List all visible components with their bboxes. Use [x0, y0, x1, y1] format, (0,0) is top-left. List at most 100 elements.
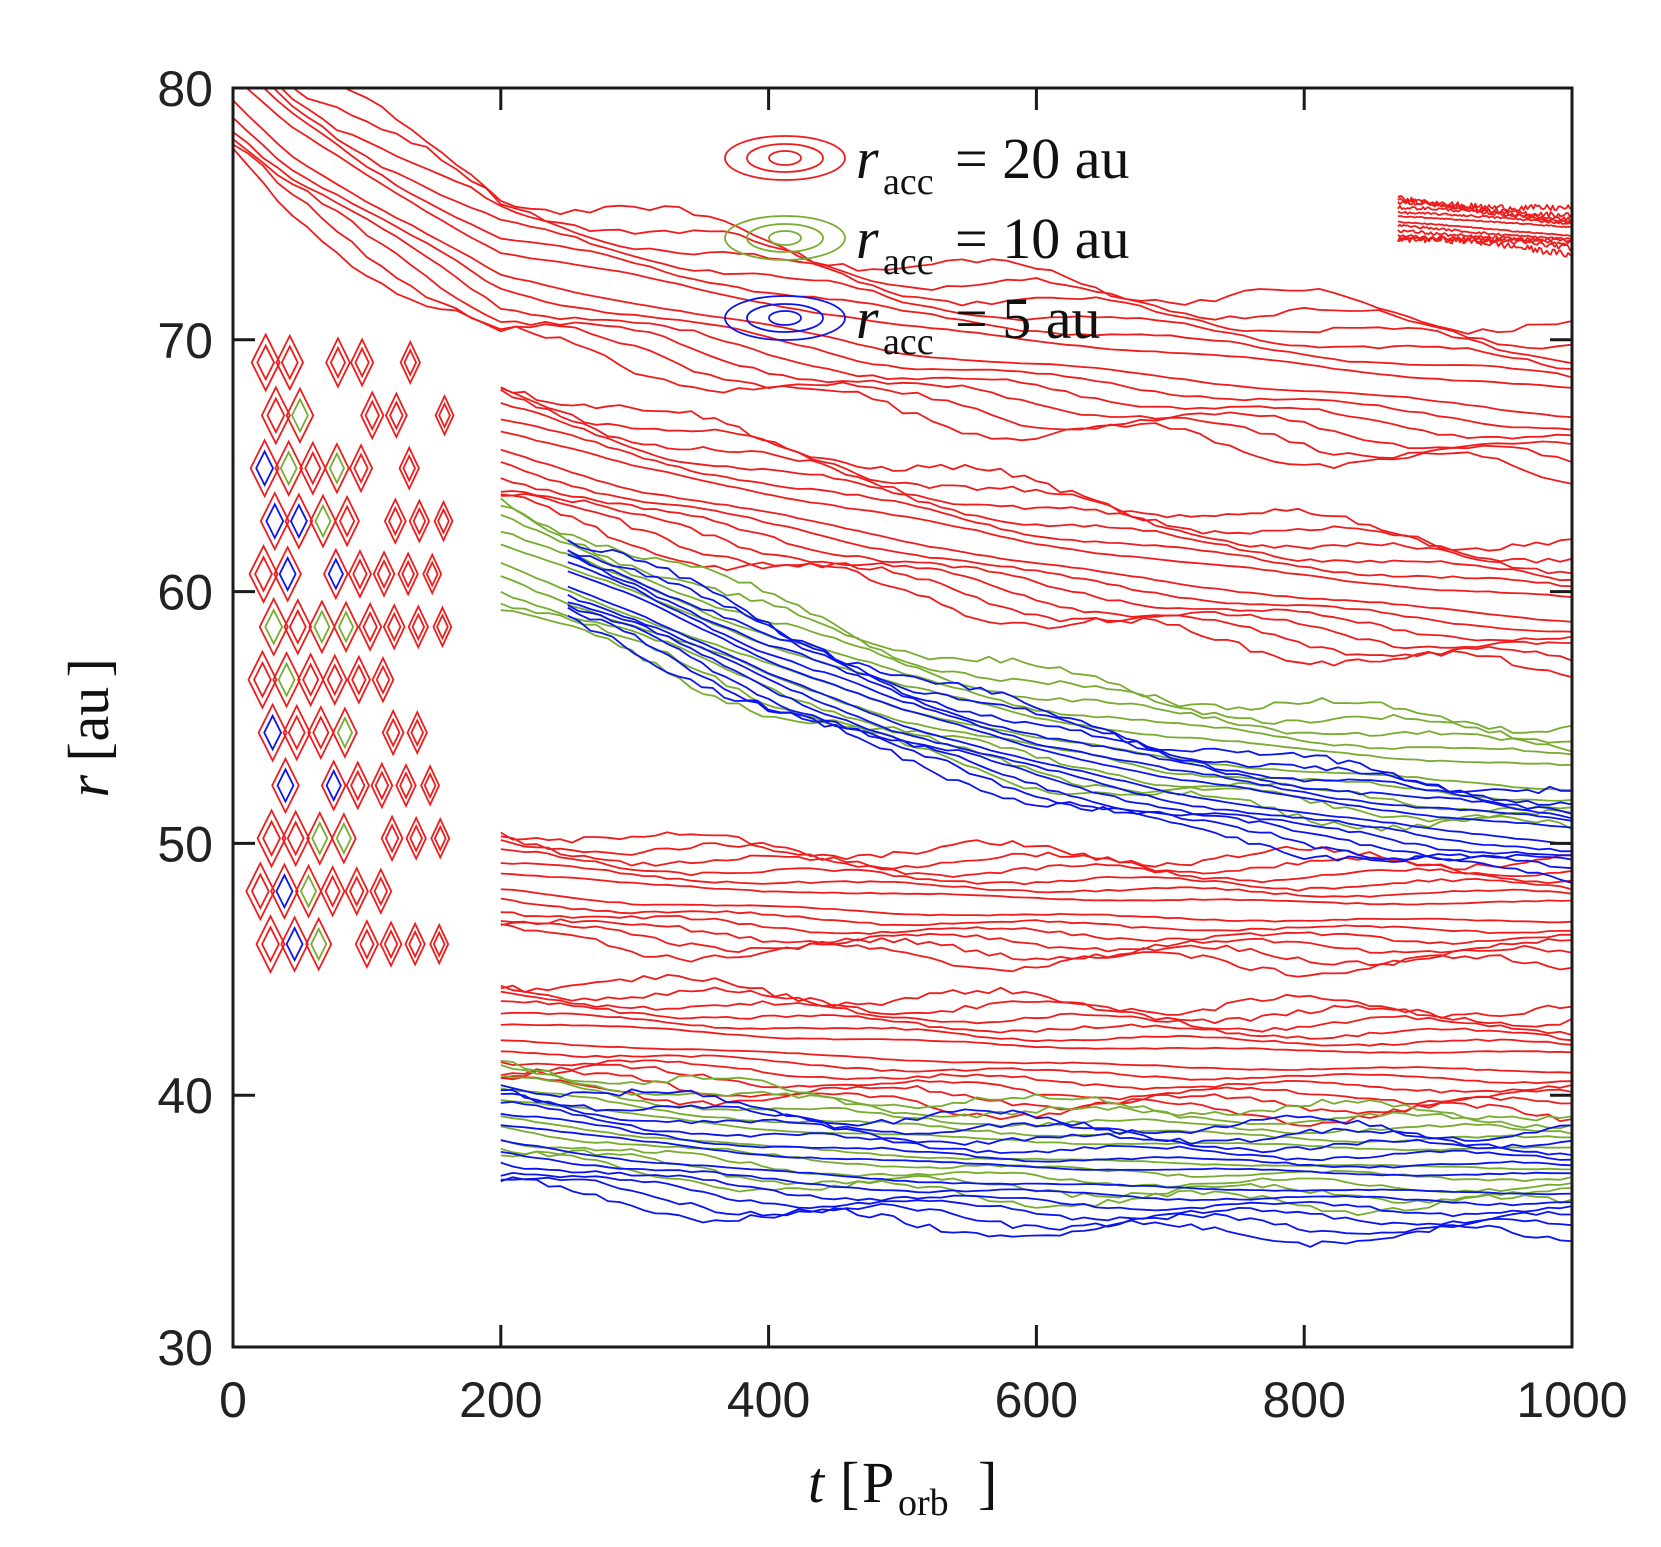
y-axis-label-var: r — [56, 775, 121, 798]
oscillation-blob — [245, 861, 276, 922]
series-1-ridge-4-level-2-upper — [500, 1011, 1572, 1047]
series-1-ridge-3-level-4-lower — [500, 918, 1572, 954]
series-1-ridge-5-level-6-lower — [1397, 235, 1572, 258]
series-2-ridge-1-level-2-upper — [500, 530, 1572, 756]
series-1-ridge-2-level-4-upper — [500, 389, 1572, 575]
oscillation-blob — [309, 493, 337, 549]
oscillation-blob — [310, 926, 328, 962]
oscillation-blob — [430, 817, 451, 860]
series-1-ridge-2-level-1-upper — [500, 430, 1572, 598]
oscillation-blob — [403, 348, 418, 377]
oscillation-blob — [388, 505, 403, 537]
oscillation-blob — [255, 449, 275, 488]
legend-2-sub: acc — [883, 241, 934, 283]
y-tick-label: 70 — [157, 313, 213, 369]
oscillation-blob — [409, 823, 423, 853]
series-1-ridge-5-level-2-lower — [1397, 223, 1572, 241]
legend-1-rhs: = 20 au — [955, 126, 1129, 191]
series-1-ridge-1-level-6-lower — [233, 147, 1572, 485]
series-2-ridge-1-level-4-upper — [500, 504, 1572, 744]
contour-layer — [233, 88, 1572, 1248]
oscillation-blob — [248, 543, 279, 604]
series-2-ridge-1-level-5-upper — [500, 497, 1572, 734]
oscillation-blob — [313, 609, 331, 645]
oscillation-blob — [265, 502, 285, 540]
oscillation-blob — [305, 916, 333, 972]
series-3-ridge-2-level-4-lower — [500, 1172, 1572, 1226]
oscillation-blob — [408, 498, 431, 544]
oscillation-blob — [259, 491, 290, 552]
series-2-ridge-2-level-5-upper — [500, 1059, 1572, 1122]
oscillation-blob — [346, 654, 371, 705]
series-1-ridge-4-level-3-lower — [500, 1059, 1572, 1094]
x-tick-label: 200 — [459, 1372, 542, 1428]
oscillation-blob — [256, 343, 276, 382]
legend-2-rhs: = 10 au — [955, 206, 1129, 271]
oscillation-blob — [357, 601, 383, 652]
oscillation-blob — [433, 824, 447, 852]
series-1-ridge-3-level-3-lower — [500, 911, 1572, 945]
y-axis-label-unit: au — [56, 687, 121, 742]
oscillation-blob — [375, 664, 391, 695]
oscillation-blob — [325, 336, 351, 389]
series-2-ridge-2-level-4-upper — [500, 1064, 1572, 1129]
series-1-ridge-1-level-3-lower — [233, 131, 1572, 440]
oscillation-blob — [325, 768, 342, 803]
oscillation-blob — [282, 703, 312, 762]
series-2-ridge-2-level-1-upper — [500, 1099, 1572, 1152]
oscillation-blob — [354, 919, 380, 970]
x-axis-label-var: t — [808, 1450, 826, 1515]
oscillation-blob — [321, 653, 348, 706]
oscillation-blob — [280, 344, 299, 381]
oscillation-blob — [398, 445, 420, 491]
oscillation-blob — [279, 450, 298, 487]
oscillation-blob — [404, 921, 426, 967]
oscillation-blob — [284, 492, 314, 550]
series-1-ridge-4-level-1-upper — [500, 1023, 1572, 1054]
tick-layer: 0 200 400 600 800 1000 30 40 50 60 70 80 — [157, 61, 1627, 1428]
oscillation-blob — [264, 608, 284, 646]
oscillation-blob — [329, 345, 347, 380]
legend-3-swatch-ring — [724, 295, 846, 341]
series-2-ridge-1-level-3-lower — [500, 590, 1572, 813]
oscillation-blob — [335, 821, 352, 855]
series-3-ridge-1-level-2-upper — [567, 561, 1572, 822]
oscillation-blob — [370, 761, 394, 810]
oscillation-blob — [376, 558, 392, 590]
oscillation-blob — [429, 922, 450, 966]
oscillation-blob — [256, 808, 287, 869]
oscillation-blob — [359, 928, 375, 960]
oscillation-blob — [332, 706, 358, 759]
oscillation-blob — [423, 771, 437, 800]
oscillation-blob — [314, 503, 332, 539]
oscillation-blob — [406, 710, 428, 756]
oscillation-blob — [349, 875, 365, 908]
oscillation-blob — [319, 864, 346, 918]
y-axis-label-bracket-open: [ — [56, 742, 121, 761]
legend-1-var: r — [856, 126, 879, 191]
series-3-ridge-2-level-1-lower — [500, 1139, 1572, 1196]
oscillation-blob — [362, 611, 378, 643]
x-axis-label-sub: orb — [898, 1482, 949, 1524]
oscillation-blob — [262, 819, 281, 858]
oscillation-blob — [384, 823, 400, 854]
series-3-ridge-2-level-3-lower — [500, 1161, 1572, 1218]
oscillation-blob — [266, 396, 286, 435]
oscillation-blob — [405, 815, 427, 861]
oscillation-blob — [399, 771, 413, 800]
oscillation-blob — [290, 397, 309, 434]
oscillation-blob — [273, 545, 302, 603]
series-1-ridge-1-level-5-lower — [233, 143, 1572, 464]
series-2-ridge-1-level-5-lower — [500, 609, 1572, 832]
oscillation-blob — [432, 930, 446, 958]
series-1-ridge-1-level-3-upper — [272, 88, 1572, 370]
oscillation-blob — [336, 716, 354, 750]
oscillation-blob — [352, 558, 368, 590]
series-1-ridge-3-level-2-upper — [500, 862, 1572, 898]
series-1-ridge-5-level-2-upper — [1397, 210, 1572, 226]
oscillation-blob — [333, 600, 359, 654]
x-tick-label: 0 — [219, 1372, 247, 1428]
legend-3-swatch-ring — [746, 303, 824, 333]
